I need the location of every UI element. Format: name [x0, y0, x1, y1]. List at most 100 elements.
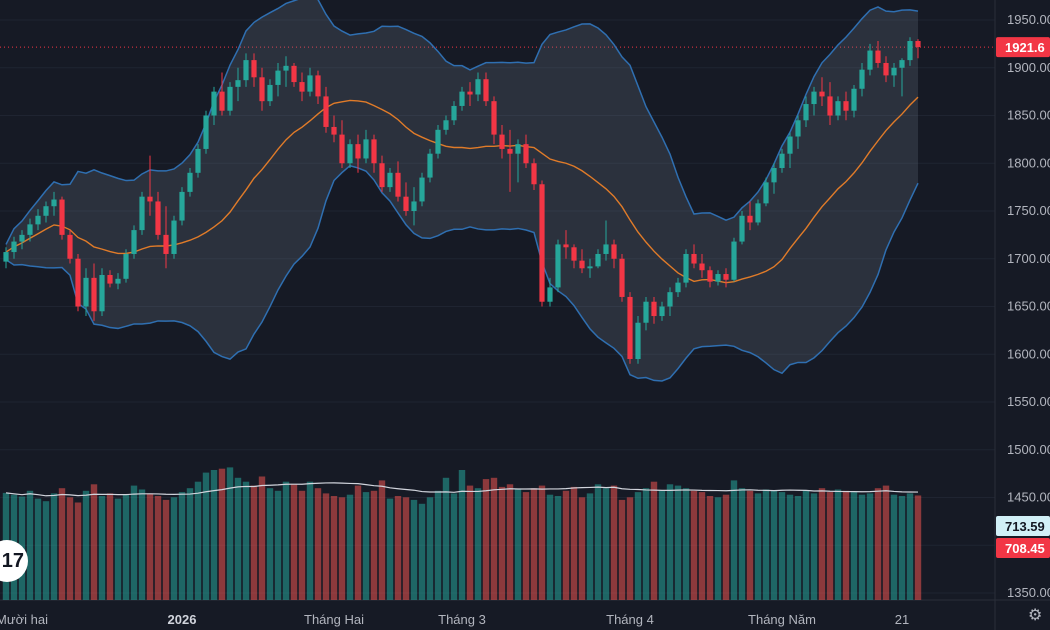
volume-bar: [194, 481, 202, 600]
candle-body: [779, 153, 785, 169]
volume-bar: [690, 490, 698, 600]
volume-bar: [50, 493, 58, 600]
candle-body: [651, 301, 657, 317]
price-tick-label: 1600.00: [1007, 346, 1050, 361]
volume-bar: [890, 494, 898, 600]
volume-bar: [138, 489, 146, 600]
candle-body: [395, 172, 401, 197]
candle-body: [603, 244, 609, 254]
volume-bar: [338, 497, 346, 600]
candle-body: [19, 234, 25, 242]
candle-body: [155, 201, 161, 235]
volume-bar: [730, 480, 738, 600]
candle-body: [67, 234, 73, 259]
volume-bar: [826, 492, 834, 600]
volume-bar: [610, 485, 618, 600]
volume-bar: [202, 472, 210, 600]
volume-bar: [386, 498, 394, 600]
settings-icon[interactable]: ⚙: [1028, 605, 1043, 624]
volume-bar: [218, 468, 226, 600]
volume-bar: [834, 489, 842, 600]
candle-body: [387, 172, 393, 188]
candle-body: [411, 201, 417, 211]
candle-body: [363, 139, 369, 159]
candle-body: [771, 168, 777, 183]
volume-bar: [466, 485, 474, 600]
candle-body: [475, 79, 481, 95]
volume-bar: [858, 494, 866, 600]
volume-bar: [802, 490, 810, 600]
price-axis[interactable]: 1950.00 1900.00 1850.00 1800.00 1750.00 1700.…: [1007, 12, 1050, 600]
candle-body: [339, 134, 345, 164]
candle-body: [419, 177, 425, 202]
volume-bar: [594, 484, 602, 600]
volume-bar: [554, 496, 562, 600]
candle-body: [251, 60, 257, 78]
volume-bar: [898, 496, 906, 600]
candle-body: [899, 60, 905, 68]
price-tick-label: 1350.00: [1007, 585, 1050, 600]
volume-bar: [786, 494, 794, 600]
time-tick-label: Tháng Năm: [748, 612, 816, 627]
candle-body: [667, 292, 673, 307]
volume-bar: [906, 493, 914, 600]
volume-ma-label: 713.59: [1005, 519, 1045, 534]
candle-body: [643, 301, 649, 323]
volume-bar: [178, 492, 186, 600]
volume-bar: [738, 488, 746, 600]
candle-body: [595, 253, 601, 267]
volume-bar: [650, 481, 658, 600]
candle-body: [195, 148, 201, 173]
volume-bar: [706, 496, 714, 600]
candles: [3, 37, 921, 364]
volume-bar: [242, 481, 250, 600]
volume-bar: [458, 470, 466, 600]
volume-bar: [114, 498, 122, 600]
candle-body: [755, 203, 761, 223]
candle-body: [691, 253, 697, 264]
candle-body: [459, 91, 465, 106]
candle-body: [443, 120, 449, 130]
candle-body: [915, 41, 921, 48]
time-tick-label: 21: [895, 612, 909, 627]
candle-body: [555, 244, 561, 288]
candle-body: [299, 82, 305, 92]
candle-body: [539, 184, 545, 302]
volume-bar: [450, 493, 458, 600]
candle-body: [451, 105, 457, 121]
candle-body: [515, 144, 521, 154]
volume-ma-tag: [996, 516, 1050, 536]
volume-bar: [746, 490, 754, 600]
candle-body: [835, 101, 841, 116]
volume-bar: [658, 490, 666, 600]
candle-body: [83, 277, 89, 307]
candle-body: [883, 62, 889, 76]
volume-bar: [794, 496, 802, 600]
volume-bar: [570, 486, 578, 600]
volume-bar: [562, 490, 570, 600]
candle-body: [491, 101, 497, 135]
candle-body: [51, 199, 57, 207]
price-tick-label: 1700.00: [1007, 251, 1050, 266]
candle-body: [787, 136, 793, 154]
volume-bar: [154, 496, 162, 600]
candle-body: [147, 196, 153, 202]
volume-bar: [842, 490, 850, 600]
volume-bar: [778, 492, 786, 600]
volume-bar: [34, 498, 42, 600]
candle-body: [123, 253, 129, 279]
candle-body: [315, 75, 321, 97]
candle-body: [171, 220, 177, 254]
candle-body: [331, 126, 337, 135]
volume-bar: [482, 479, 490, 600]
volume-bar: [514, 489, 522, 600]
time-axis[interactable]: Mười hai 2026 Tháng Hai Tháng 3 Tháng 4 Tháng…: [0, 612, 909, 627]
candle-body: [211, 91, 217, 116]
price-tick-label: 1800.00: [1007, 155, 1050, 170]
volume-bar: [74, 502, 82, 600]
volume-bar: [818, 488, 826, 600]
candle-body: [323, 96, 329, 127]
candle-body: [723, 274, 729, 280]
volume-bar: [394, 496, 402, 600]
